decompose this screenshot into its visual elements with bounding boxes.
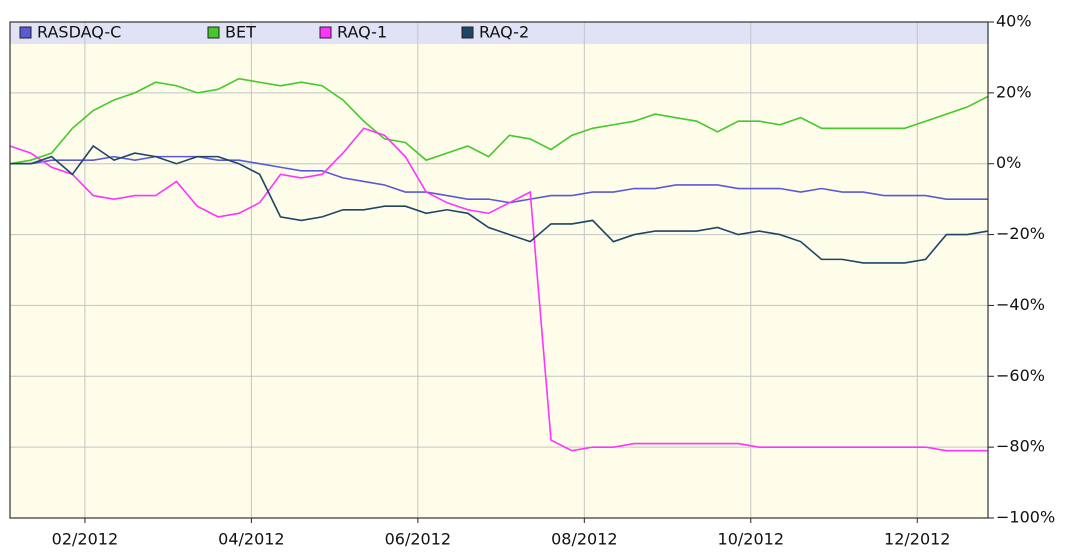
plot-background: [10, 22, 988, 518]
x-tick-label: 06/2012: [385, 530, 451, 549]
legend-label: RAQ-1: [337, 23, 387, 42]
y-tick-label: 20%: [996, 82, 1032, 101]
x-tick-label: 02/2012: [52, 530, 118, 549]
y-tick-label: −20%: [996, 224, 1045, 243]
y-tick-label: −80%: [996, 437, 1045, 456]
y-tick-label: 40%: [996, 12, 1032, 31]
legend-swatch: [319, 26, 332, 39]
x-tick-label: 04/2012: [218, 530, 284, 549]
legend-swatch: [461, 26, 474, 39]
x-tick-label: 12/2012: [884, 530, 950, 549]
x-tick-label: 08/2012: [551, 530, 617, 549]
legend-label: RAQ-2: [479, 23, 529, 42]
y-tick-label: −40%: [996, 295, 1045, 314]
plot-border: [9, 21, 989, 519]
legend-label: RASDAQ-C: [37, 23, 121, 42]
series-line: [9, 127, 988, 452]
y-tick-label: 0%: [996, 153, 1021, 172]
legend-swatch: [19, 26, 32, 39]
legend-band: [10, 22, 988, 44]
x-tick-label: 10/2012: [718, 530, 784, 549]
y-tick-label: −60%: [996, 366, 1045, 385]
series-line: [10, 155, 988, 204]
series-line: [9, 77, 989, 165]
series-line: [10, 144, 989, 264]
legend-label: BET: [225, 23, 256, 42]
legend-swatch: [207, 26, 220, 39]
y-tick-label: −100%: [996, 508, 1055, 527]
